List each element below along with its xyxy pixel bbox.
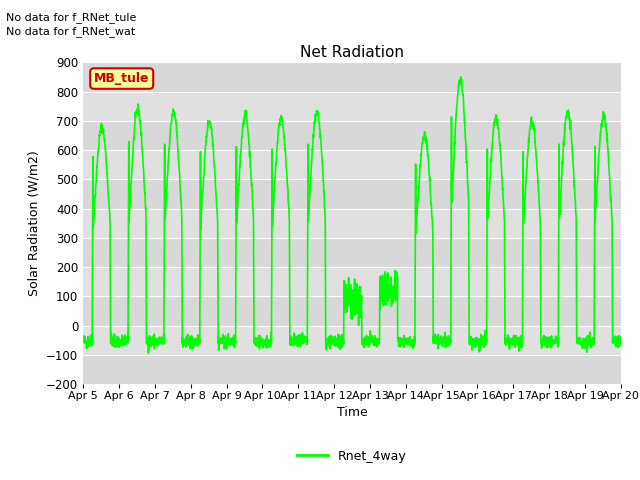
Bar: [83, 238, 621, 267]
Bar: [83, 62, 621, 92]
Legend: Rnet_4way: Rnet_4way: [292, 445, 412, 468]
Bar: [83, 267, 621, 296]
Title: Net Radiation: Net Radiation: [300, 45, 404, 60]
Bar: [83, 150, 621, 180]
Y-axis label: Solar Radiation (W/m2): Solar Radiation (W/m2): [28, 150, 41, 296]
Text: No data for f_RNet_wat: No data for f_RNet_wat: [6, 26, 136, 37]
Bar: [83, 296, 621, 325]
Text: No data for f_RNet_tule: No data for f_RNet_tule: [6, 12, 137, 23]
Bar: [83, 325, 621, 355]
Bar: [83, 92, 621, 121]
Bar: [83, 180, 621, 209]
Text: MB_tule: MB_tule: [94, 72, 150, 85]
Bar: [83, 355, 621, 384]
Bar: [83, 121, 621, 150]
Bar: [83, 209, 621, 238]
X-axis label: Time: Time: [337, 407, 367, 420]
